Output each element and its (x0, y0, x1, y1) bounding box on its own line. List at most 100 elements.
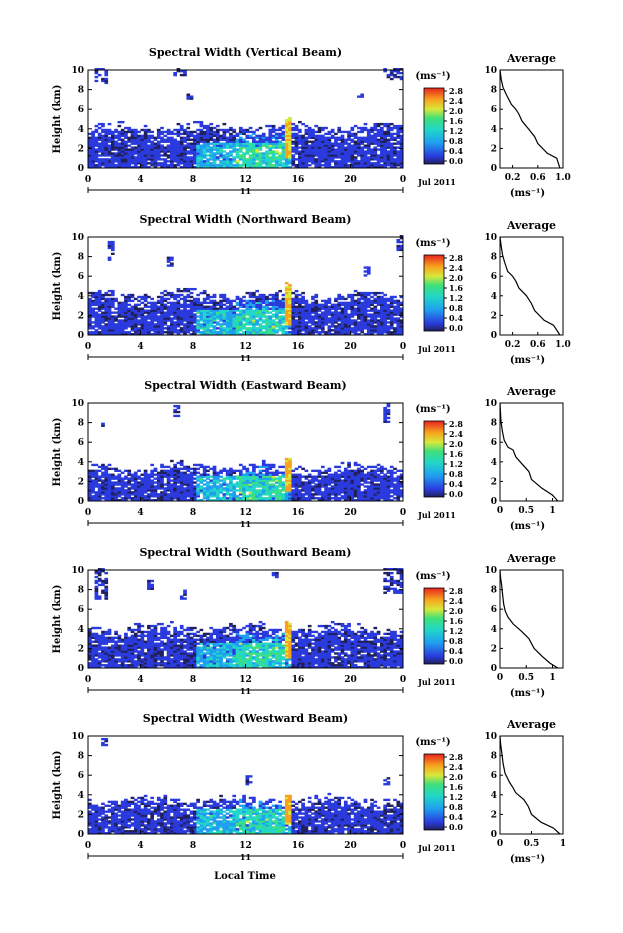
heatmap-cell (295, 290, 299, 292)
heatmap-cell (108, 123, 112, 125)
profile-y-tick-label: 4 (491, 292, 497, 302)
heatmap-cell (396, 141, 400, 143)
colorbar (424, 255, 444, 331)
heatmap-cell (160, 137, 164, 139)
profile-y-tick-label: 0 (491, 164, 497, 174)
heatmap-cell (328, 474, 332, 476)
x-tick-label: 0 (85, 342, 91, 352)
heatmap-cell (311, 315, 315, 317)
heatmap-cell (186, 143, 190, 145)
heatmap-cell (223, 129, 227, 131)
heatmap-cell (321, 304, 325, 306)
heatmap-cell (157, 162, 161, 164)
heatmap-cell (285, 331, 289, 333)
heatmap-cell (137, 327, 141, 329)
heatmap-cell (98, 290, 102, 292)
heatmap-cell (173, 133, 177, 135)
heatmap-cell (173, 72, 177, 74)
heatmap-cell (337, 294, 341, 296)
heatmap-cell (275, 156, 279, 158)
heatmap-cell (203, 487, 207, 489)
heatmap-cell (354, 125, 358, 127)
heatmap-cell (298, 474, 302, 476)
heatmap-cell (337, 137, 341, 139)
heatmap-cell (173, 294, 177, 296)
heatmap-cell (141, 302, 145, 304)
heatmap-cell (390, 78, 394, 80)
heatmap-cell (282, 125, 286, 127)
heatmap-cell (213, 466, 217, 468)
heatmap-cell (163, 139, 167, 141)
heatmap-cell (328, 487, 332, 489)
heatmap-cell (275, 329, 279, 331)
heatmap-cell (206, 466, 210, 468)
heatmap-cell (111, 315, 115, 317)
heatmap-cell (173, 302, 177, 304)
heatmap-cell (163, 487, 167, 489)
heatmap-cell (190, 300, 194, 302)
heatmap-cell (354, 290, 358, 292)
heatmap-cell (272, 472, 276, 474)
heatmap-cell (341, 135, 345, 137)
heatmap-cell (206, 306, 210, 308)
heatmap-cell (91, 292, 95, 294)
heatmap-cell (268, 298, 272, 300)
profile-title: Average (506, 52, 556, 65)
heatmap-cell (341, 472, 345, 474)
heatmap-cell (295, 468, 299, 470)
heatmap-cell (104, 298, 108, 300)
heatmap-cell (255, 474, 259, 476)
heatmap-cell (367, 298, 371, 300)
x-tick-label: 0 (400, 342, 406, 352)
profile-y-tick-label: 6 (491, 272, 497, 282)
heatmap-cell (370, 300, 374, 302)
heatmap-cell (219, 160, 223, 162)
heatmap-cell (377, 148, 381, 150)
heatmap-cell (236, 296, 240, 298)
heatmap-cell (357, 95, 361, 97)
heatmap-cell (285, 458, 289, 460)
heatmap-cell (95, 76, 99, 78)
heatmap-cell (223, 150, 227, 152)
heatmap-cell (265, 137, 269, 139)
heatmap-cell (291, 474, 295, 476)
heatmap-cell (311, 476, 315, 478)
heatmap-cell (95, 148, 99, 150)
heatmap-cell (298, 466, 302, 468)
heatmap-cell (383, 298, 387, 300)
heatmap-cell (321, 491, 325, 493)
heatmap-cell (321, 135, 325, 137)
heatmap-cell (163, 135, 167, 137)
heatmap-cell (101, 123, 105, 125)
heatmap-cell (393, 327, 397, 329)
heatmap-cell (360, 292, 364, 294)
heatmap-cell (121, 129, 125, 131)
heatmap-cell (291, 123, 295, 125)
heatmap-cell (167, 493, 171, 495)
heatmap-cell (334, 304, 338, 306)
heatmap-cell (380, 296, 384, 298)
heatmap-cell (177, 141, 181, 143)
heatmap-cell (108, 144, 112, 146)
heatmap-cell (196, 468, 200, 470)
heatmap-cell (206, 302, 210, 304)
heatmap-cell (246, 327, 250, 329)
heatmap-cell (180, 304, 184, 306)
heatmap-cell (101, 479, 105, 481)
heatmap-cell (209, 476, 213, 478)
heatmap-cell (101, 423, 105, 425)
heatmap-cell (377, 123, 381, 125)
heatmap-cell (223, 154, 227, 156)
heatmap-cell (246, 158, 250, 160)
heatmap-cell (373, 470, 377, 472)
heatmap-cell (393, 74, 397, 76)
heatmap-cell (321, 311, 325, 313)
heatmap-cell (150, 135, 154, 137)
heatmap-cell (367, 292, 371, 294)
heatmap-cell (160, 127, 164, 129)
heatmap-cell (334, 472, 338, 474)
heatmap-cell (370, 292, 374, 294)
heatmap-cell (209, 468, 213, 470)
heatmap-cell (236, 470, 240, 472)
